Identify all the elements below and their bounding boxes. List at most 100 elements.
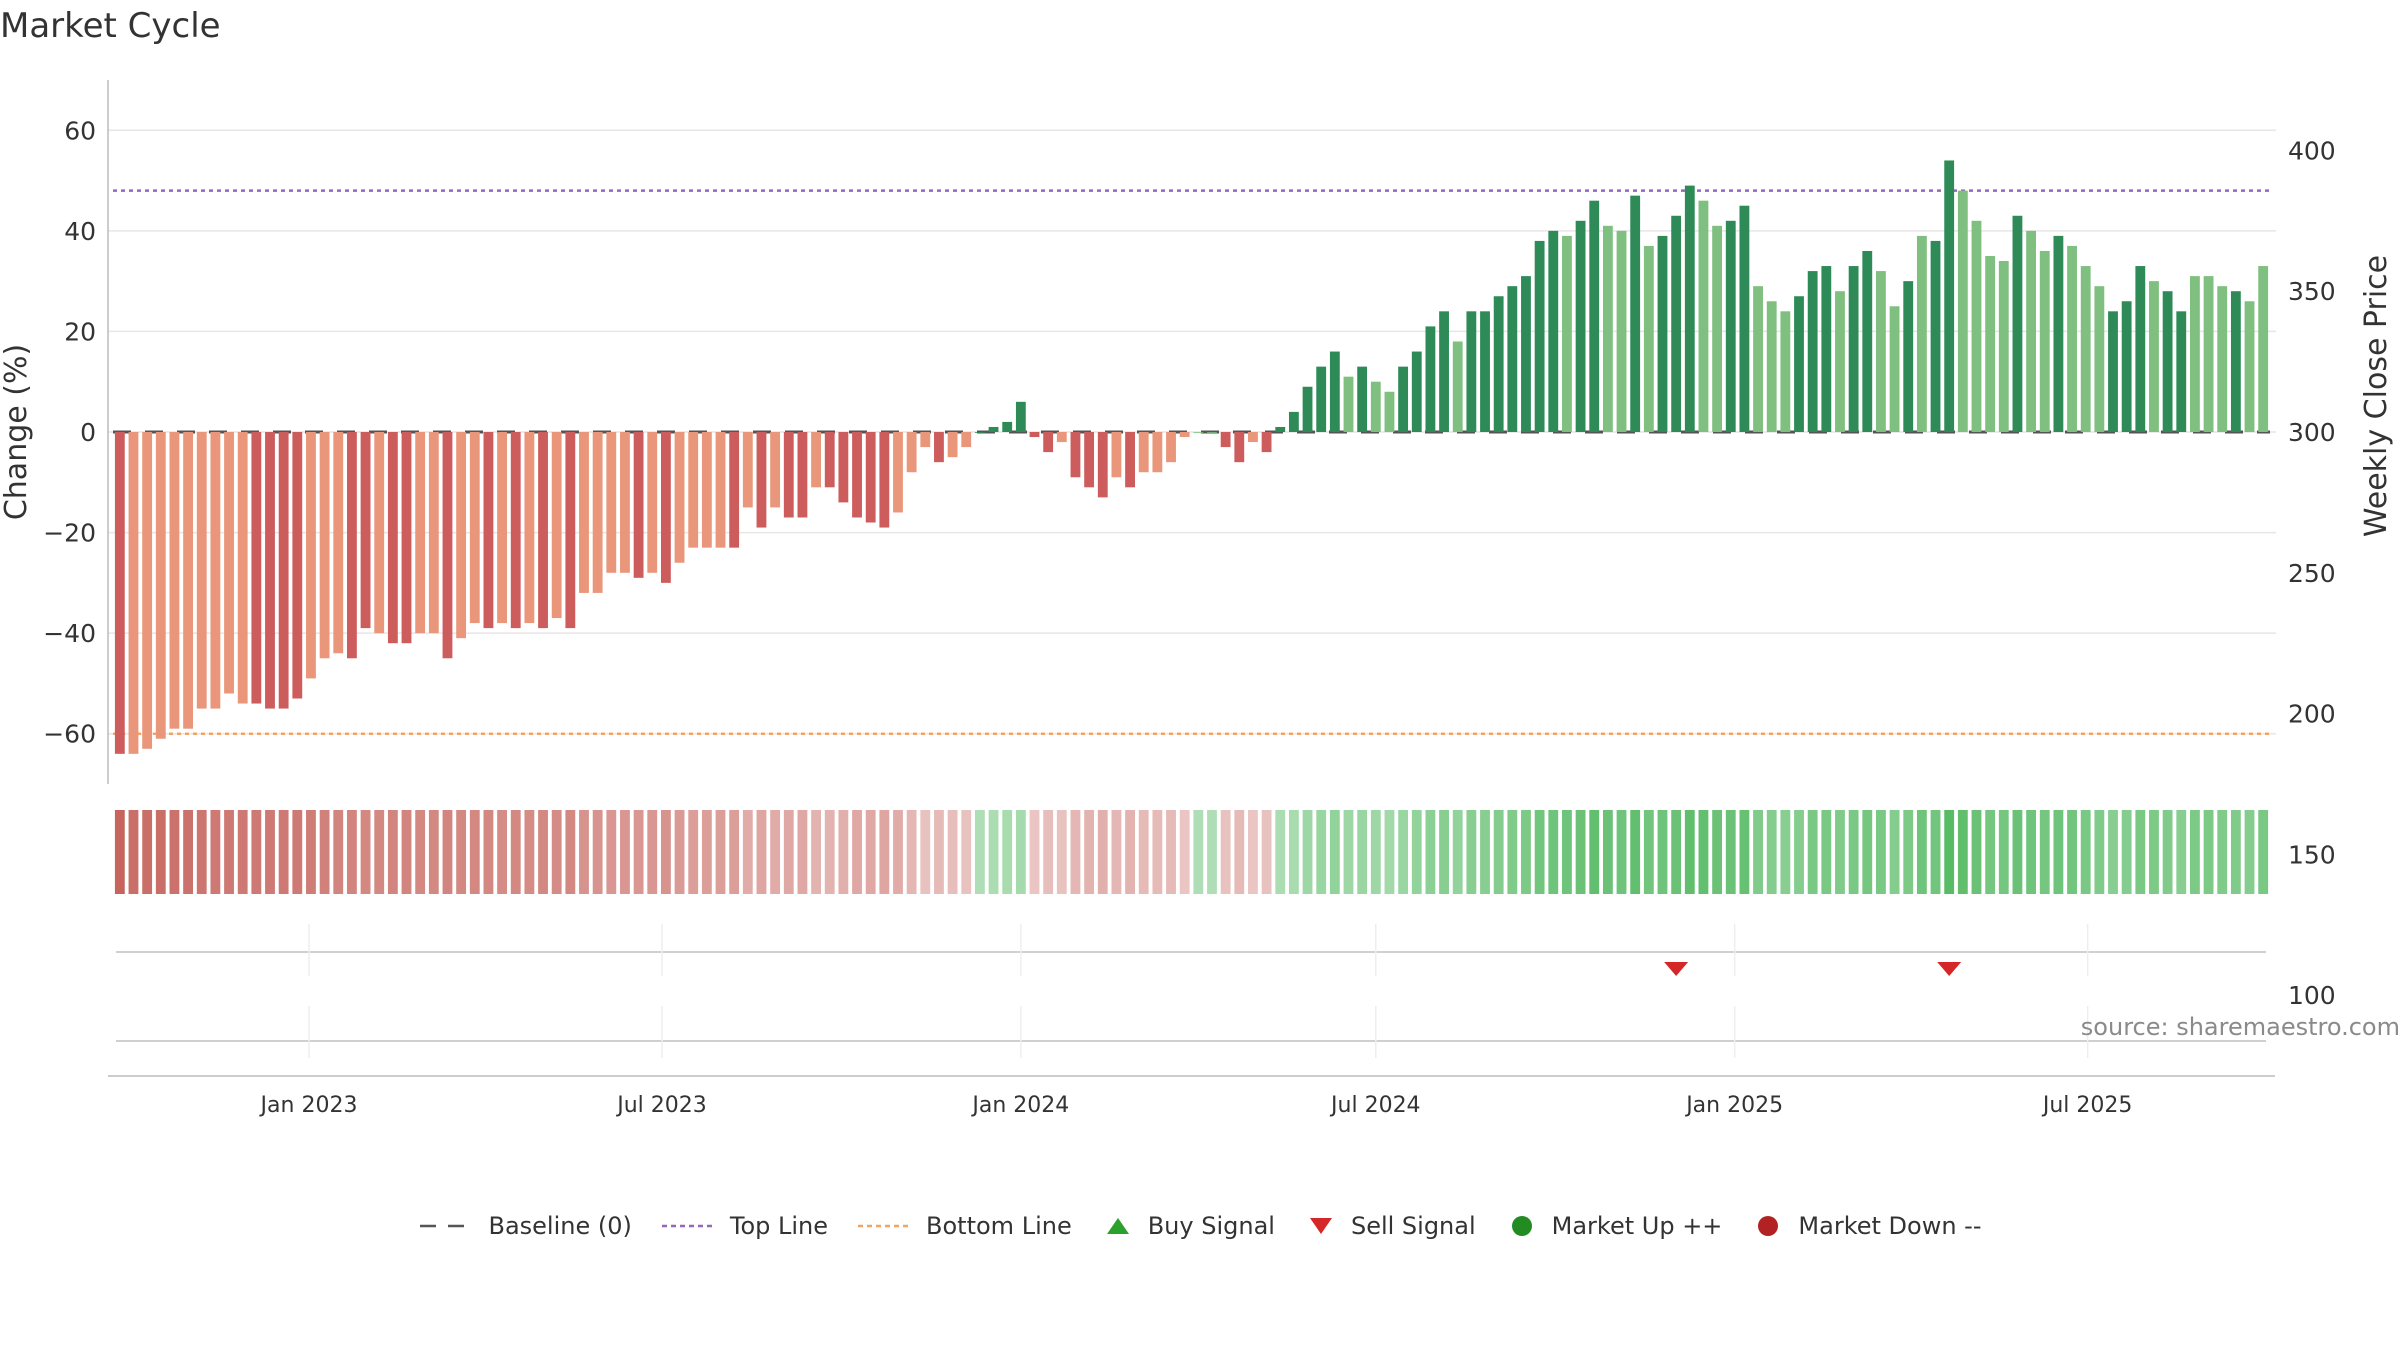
bar-week-51 xyxy=(797,432,808,518)
bar-week-54 xyxy=(838,432,849,503)
strength-cell-week-38 xyxy=(620,810,630,894)
source-label: source: sharemaestro.com xyxy=(2080,1013,2400,1041)
strength-cell-week-156 xyxy=(2230,810,2241,894)
bar-week-23 xyxy=(415,432,426,634)
bar-week-98 xyxy=(1439,311,1449,432)
bar-week-144 xyxy=(2067,245,2077,432)
bar-week-2 xyxy=(128,432,139,754)
strength-cell-week-73 xyxy=(1097,810,1108,894)
bar-week-29 xyxy=(497,432,507,624)
bar-week-94 xyxy=(1384,391,1395,432)
bar-week-132 xyxy=(1903,281,1914,432)
bar-week-79 xyxy=(1179,432,1190,438)
bar-week-115 xyxy=(1671,215,1682,432)
x-tick-label: Jul 2025 xyxy=(2041,1093,2133,1118)
strength-cell-week-15 xyxy=(306,810,316,894)
strength-cell-week-72 xyxy=(1084,810,1095,894)
strength-cell-week-154 xyxy=(2203,810,2214,894)
y-tick-label: −40 xyxy=(43,619,96,648)
bar-week-37 xyxy=(606,432,617,573)
bar-week-85 xyxy=(1261,432,1272,453)
strength-cell-week-14 xyxy=(292,810,303,894)
strength-cell-week-140 xyxy=(2012,810,2023,894)
bar-week-107 xyxy=(1562,235,1572,432)
bar-week-59 xyxy=(906,432,917,473)
bar-week-125 xyxy=(1807,271,1818,432)
bar-week-113 xyxy=(1643,245,1654,432)
market-down-dot-icon xyxy=(1758,1216,1779,1236)
strength-cell-week-153 xyxy=(2189,810,2200,894)
bar-week-20 xyxy=(374,432,385,634)
bar-week-16 xyxy=(319,432,330,659)
bar-week-154 xyxy=(2203,276,2214,432)
buy-triangle-icon xyxy=(1106,1218,1129,1234)
strength-cell-week-109 xyxy=(1589,810,1600,894)
y-tick-label: 0 xyxy=(80,418,96,447)
x-tick-label: Jan 2025 xyxy=(1684,1093,1783,1118)
bar-week-140 xyxy=(2012,215,2023,432)
bar-week-10 xyxy=(237,432,248,704)
legend-item-baseline: Baseline (0) xyxy=(418,1212,632,1240)
sell-signal-marker xyxy=(1664,962,1689,976)
x-tick-label: Jul 2023 xyxy=(615,1093,707,1118)
strength-cell-week-4 xyxy=(155,810,166,894)
bar-week-58 xyxy=(893,432,903,513)
strength-cell-week-31 xyxy=(524,810,535,894)
bar-week-138 xyxy=(1985,256,1996,432)
strength-cell-week-148 xyxy=(2121,810,2132,894)
strength-cell-week-29 xyxy=(497,810,507,894)
strength-cell-week-87 xyxy=(1288,810,1299,894)
bar-week-73 xyxy=(1097,432,1108,498)
y2-tick-label: 350 xyxy=(2288,277,2336,306)
strength-cell-week-81 xyxy=(1207,810,1217,894)
strength-cell-week-84 xyxy=(1248,810,1258,894)
strength-strip xyxy=(114,810,2269,894)
strength-cell-week-55 xyxy=(852,810,862,894)
bar-week-65 xyxy=(988,426,999,432)
strength-cell-week-34 xyxy=(565,810,576,894)
bar-week-97 xyxy=(1425,326,1436,432)
strength-cell-week-9 xyxy=(224,810,234,894)
bar-week-145 xyxy=(2080,266,2091,432)
bar-week-117 xyxy=(1698,200,1709,432)
strength-cell-week-74 xyxy=(1111,810,1122,894)
bar-week-134 xyxy=(1930,240,1941,432)
strength-cell-week-18 xyxy=(346,810,357,894)
bar-week-129 xyxy=(1862,250,1873,432)
strength-cell-week-6 xyxy=(183,810,194,894)
strength-cell-week-69 xyxy=(1043,810,1054,894)
strength-cell-week-45 xyxy=(715,810,726,894)
bar-week-11 xyxy=(251,432,262,704)
strength-cell-week-126 xyxy=(1821,810,1832,894)
strength-cell-week-8 xyxy=(210,810,221,894)
strength-cell-week-131 xyxy=(1889,810,1900,894)
strength-cell-week-143 xyxy=(2053,810,2064,894)
bar-week-36 xyxy=(592,432,603,593)
strength-cell-week-103 xyxy=(1507,810,1518,894)
bar-week-139 xyxy=(1998,261,2009,432)
strength-cell-week-78 xyxy=(1166,810,1176,894)
bar-week-68 xyxy=(1029,432,1040,438)
bar-week-35 xyxy=(579,432,589,593)
y-tick-label: −20 xyxy=(43,519,96,548)
strength-cell-week-22 xyxy=(401,810,412,894)
bar-week-24 xyxy=(428,432,439,634)
sell-signal-marker xyxy=(1937,962,1962,976)
strength-cell-week-96 xyxy=(1411,810,1422,894)
bar-week-102 xyxy=(1493,296,1504,432)
bar-week-109 xyxy=(1589,200,1600,432)
bar-week-112 xyxy=(1630,195,1641,432)
strength-cell-week-24 xyxy=(428,810,439,894)
strength-cell-week-132 xyxy=(1903,810,1914,894)
legend: Baseline (0) Top Line Bottom Line Buy Si… xyxy=(0,1212,2400,1240)
strength-cell-week-124 xyxy=(1794,810,1804,894)
legend-item-sell-signal: Sell Signal xyxy=(1303,1212,1476,1240)
strength-cell-week-101 xyxy=(1480,810,1490,894)
strength-cell-week-48 xyxy=(756,810,767,894)
bar-week-133 xyxy=(1916,235,1927,432)
strength-cell-week-120 xyxy=(1739,810,1750,894)
bar-week-149 xyxy=(2135,266,2146,432)
strength-cell-week-2 xyxy=(128,810,139,894)
strength-cell-week-144 xyxy=(2067,810,2077,894)
strength-cell-week-61 xyxy=(934,810,944,894)
